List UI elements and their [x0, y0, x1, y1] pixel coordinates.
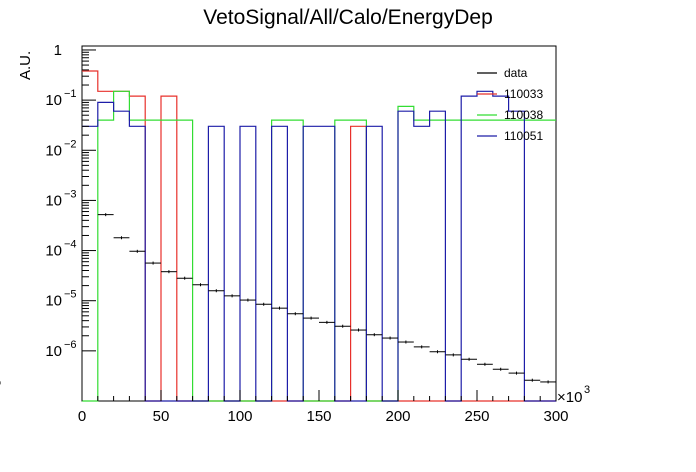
data-point [145, 261, 161, 265]
x-tick-label: 300 [543, 408, 568, 425]
y-axis-label: A.U. [17, 51, 34, 80]
legend-label: 110051 [504, 129, 543, 143]
y-axis: 110−110−210−310−410−510−6 [45, 42, 96, 360]
plot-area: 0 50 100 150 200 250 300 110−110−210−310−410−5… [0, 42, 569, 425]
data-point [176, 276, 193, 280]
data-point [540, 380, 556, 384]
legend-entry-110051: 110051 [477, 129, 543, 143]
x-multiplier-exponent: 3 [584, 384, 590, 396]
data-point [192, 283, 209, 287]
y-tick-exponent: −3 [64, 188, 77, 200]
data-point [492, 367, 509, 371]
data-point [429, 350, 446, 354]
y-tick-exponent: −6 [64, 339, 77, 351]
y-tick-exponent: −5 [64, 289, 77, 301]
data-point [524, 378, 541, 382]
legend-entry-data: data [477, 66, 528, 80]
legend-label: data [504, 66, 528, 80]
data-point [477, 362, 493, 366]
data-point [461, 357, 477, 361]
y-tick-label: 10 [45, 92, 62, 109]
y-tick-exponent: −1 [64, 88, 77, 100]
x-tick-label: 150 [306, 408, 331, 425]
data-point [303, 316, 319, 320]
data-point [129, 249, 146, 253]
data-point [240, 298, 256, 302]
x-tick-label: 200 [385, 408, 410, 425]
data-point [334, 324, 351, 328]
x-multiplier-label: ×10 [557, 389, 582, 406]
data-point [255, 302, 272, 306]
data-point [224, 294, 240, 298]
data-point [382, 336, 398, 340]
data-point [366, 333, 383, 337]
data-point [413, 345, 430, 349]
y-tick-label: 10 [45, 142, 62, 159]
data-point [508, 371, 525, 375]
x-tick-label: 50 [153, 408, 170, 425]
x-tick-label: 250 [464, 408, 489, 425]
x-multiplier: ×10 3 [557, 384, 590, 406]
data-point [398, 340, 414, 344]
y-tick-label: 10 [45, 243, 62, 260]
y-tick-label: 10 [45, 192, 62, 209]
legend-label: 110038 [504, 108, 543, 122]
data-point [113, 236, 130, 240]
x-tick-label: 0 [78, 408, 86, 425]
data-point [97, 213, 114, 217]
data-point [319, 320, 335, 324]
legend: data 110033 110038 110051 [477, 66, 543, 143]
y-tick-exponent: −2 [64, 138, 77, 150]
y-tick-label: 10 [45, 343, 62, 360]
legend-entry-110033: 110033 [477, 87, 543, 101]
data-point [161, 270, 177, 274]
y-tick-label: 10 [45, 293, 62, 310]
legend-entry-110038: 110038 [477, 108, 543, 122]
y-tick-exponent: −4 [64, 239, 77, 251]
data-point [287, 312, 304, 316]
chart-title: VetoSignal/All/Calo/EnergyDep [203, 6, 493, 29]
y-tick-label: 1 [54, 42, 62, 59]
data-point [445, 353, 462, 357]
series-110051-step [82, 90, 556, 402]
data-point [271, 306, 288, 310]
x-axis: 0 50 100 150 200 250 300 [78, 390, 569, 425]
data-point [208, 289, 225, 293]
legend-label: 110033 [504, 87, 543, 101]
data-point [350, 328, 367, 332]
x-tick-label: 100 [227, 408, 252, 425]
